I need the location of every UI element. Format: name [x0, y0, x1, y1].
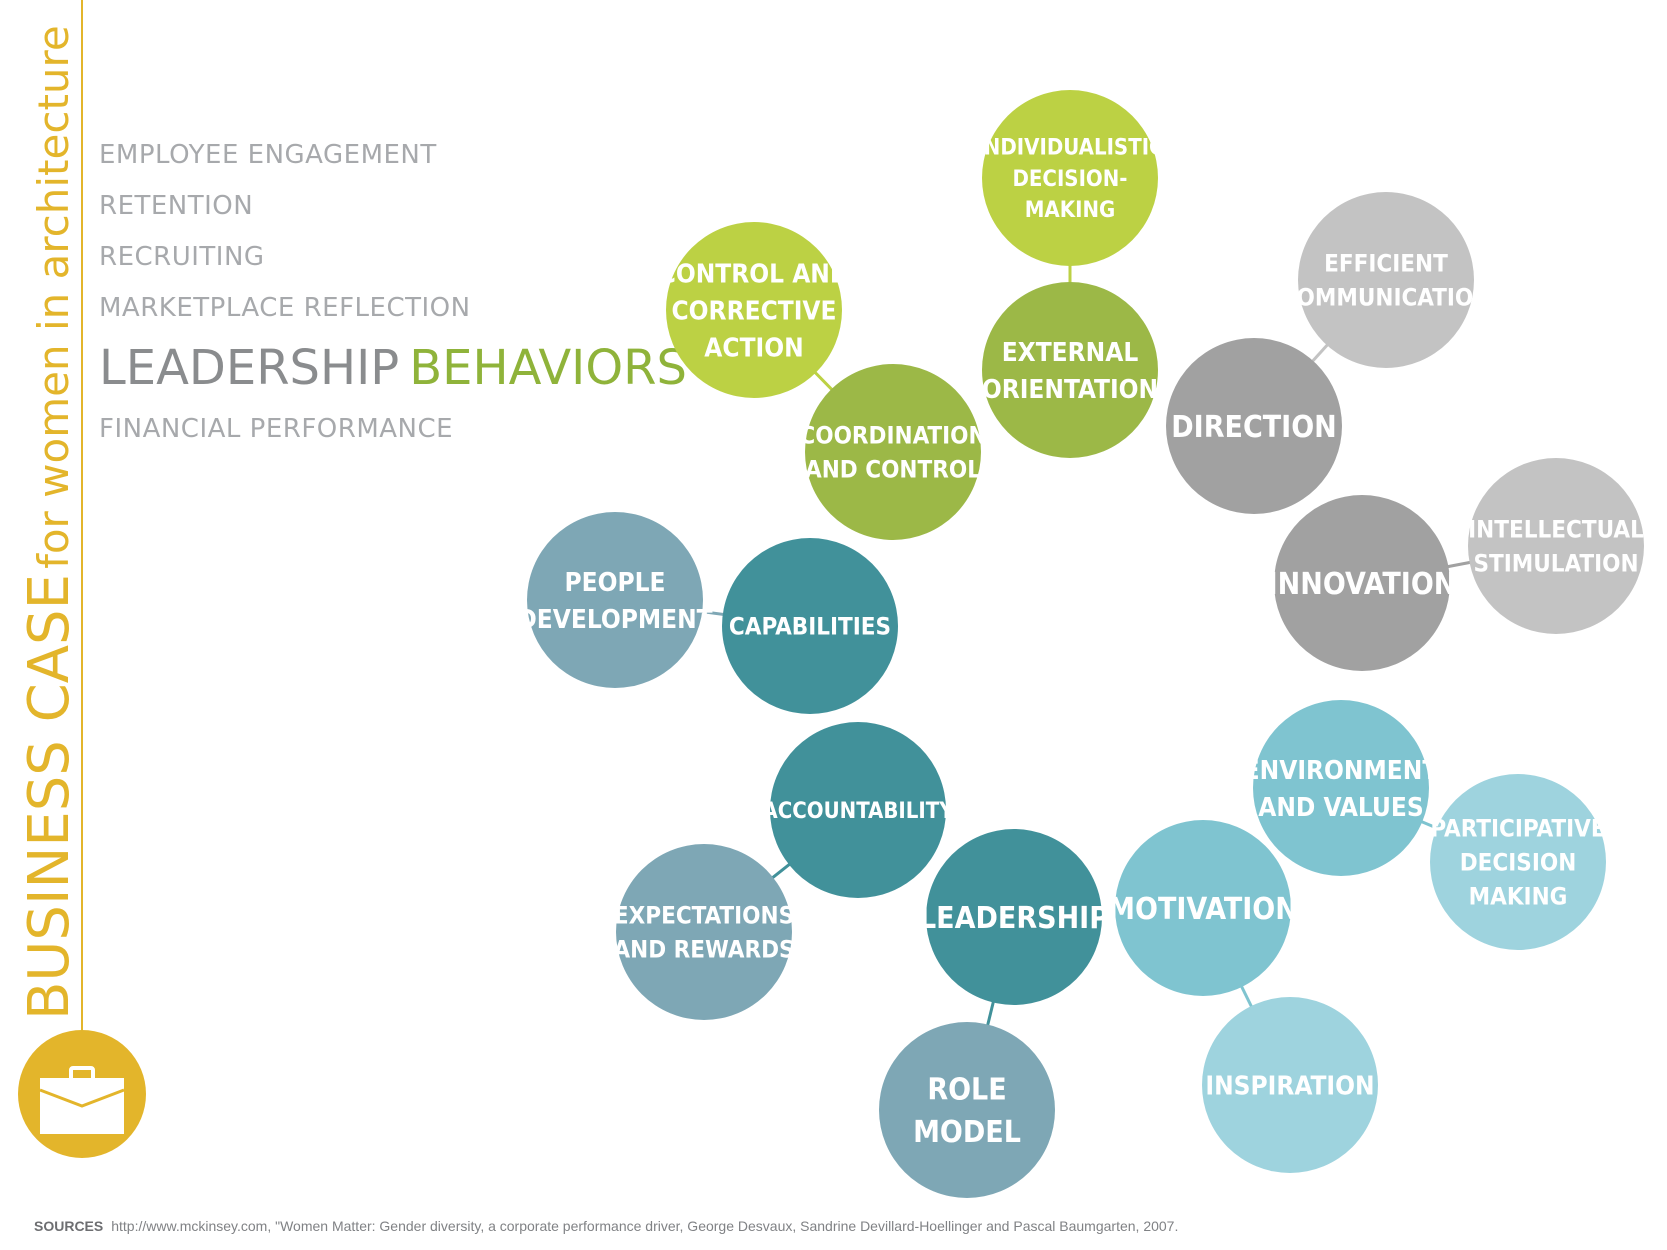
bubble-circle-accountability — [770, 722, 946, 898]
bubble-circle-motivation — [1115, 820, 1291, 996]
bubble-label-control: CORRECTIVE — [672, 296, 837, 326]
bubble-expectations: EXPECTATIONS AND REWARDS — [613, 844, 795, 1020]
menu-item-employee-engagement[interactable]: EMPLOYEE ENGAGEMENT — [99, 140, 437, 170]
bubble-intellectual: INTELLECTUAL STIMULATION — [1468, 458, 1644, 634]
bubble-label-capabilities: CAPABILITIES — [729, 613, 891, 641]
bubble-leadership: LEADERSHIP — [919, 829, 1109, 1005]
bubble-label-external: EXTERNAL — [1002, 338, 1139, 368]
bubble-circle-environment — [1253, 700, 1429, 876]
menu-item-leadership-behaviors[interactable]: LEADERSHIP BEHAVIORS — [99, 336, 687, 400]
bubble-circle-efficient — [1298, 192, 1474, 368]
bubble-circle-coordination — [805, 364, 981, 540]
bubble-label-expectations: AND REWARDS — [613, 936, 794, 964]
menu-active-label-part2: BEHAVIORS — [409, 340, 687, 396]
bubble-label-accountability: ACCOUNTABILITY — [762, 799, 954, 824]
bubble-circle-expectations — [616, 844, 792, 1020]
bubble-label-individualistic: MAKING — [1025, 198, 1116, 223]
bubble-accountability: ACCOUNTABILITY — [762, 722, 954, 898]
bubble-label-inspiration: INSPIRATION — [1205, 1071, 1374, 1101]
bubble-circle-individualistic — [982, 90, 1158, 266]
bubble-direction: DIRECTION — [1166, 338, 1342, 514]
bubble-label-people: PEOPLE — [564, 568, 665, 598]
bubble-label-intellectual: INTELLECTUAL — [1468, 516, 1644, 544]
bubble-circle-inspiration — [1202, 997, 1378, 1173]
bubble-label-role: ROLE — [927, 1073, 1006, 1108]
bubble-label-expectations: EXPECTATIONS — [614, 902, 794, 930]
bubble-label-innovation: INNOVATION — [1268, 567, 1457, 602]
bubble-circle-role — [879, 1022, 1055, 1198]
bubble-motivation: MOTIVATION — [1108, 820, 1298, 996]
bubble-label-participative: PARTICIPATIVE — [1430, 815, 1605, 843]
bubble-label-motivation: MOTIVATION — [1108, 892, 1298, 927]
bubble-control: CONTROL AND CORRECTIVE ACTION — [659, 222, 850, 398]
sources-footer: SOURCES http://www.mckinsey.com, "Women M… — [34, 1218, 1178, 1234]
bubble-circle-control — [666, 222, 842, 398]
bubble-circle-people — [527, 512, 703, 688]
bubble-circle-innovation — [1274, 495, 1450, 671]
bubble-external: EXTERNAL ORIENTATION — [982, 282, 1158, 458]
bubble-circle-capabilities — [722, 538, 898, 714]
bubble-circle-leadership — [926, 829, 1102, 1005]
bubble-label-environment: AND VALUES — [1258, 793, 1423, 823]
briefcase-icon — [39, 1066, 125, 1134]
bubble-label-environment: ENVIRONMENT — [1244, 756, 1439, 786]
bubble-individualistic: INDIVIDUALISTIC DECISION- MAKING — [976, 90, 1164, 266]
bubble-label-people: DEVELOPMENT — [517, 605, 712, 635]
bubble-efficient: EFFICIENT COMMUNICATION — [1281, 192, 1492, 368]
bubble-label-individualistic: DECISION- — [1012, 167, 1127, 192]
bubble-circle-participative — [1430, 774, 1606, 950]
bubble-label-leadership: LEADERSHIP — [919, 901, 1109, 936]
bubble-label-efficient: COMMUNICATION — [1281, 284, 1492, 312]
bubble-label-coordination: AND CONTROL — [805, 456, 981, 484]
menu-item-retention[interactable]: RETENTION — [99, 191, 254, 221]
bubble-people: PEOPLE DEVELOPMENT — [517, 512, 713, 688]
bubble-circle-direction — [1166, 338, 1342, 514]
bubble-label-role: MODEL — [913, 1115, 1021, 1150]
menu-item-recruiting[interactable]: RECRUITING — [99, 242, 265, 272]
bubble-label-external: ORIENTATION — [982, 375, 1158, 405]
bubble-label-control: ACTION — [704, 333, 803, 363]
bubble-label-control: CONTROL AND — [659, 259, 850, 289]
section-menu: EMPLOYEE ENGAGEMENT RETENTION RECRUITING MA… — [99, 130, 687, 455]
briefcase-badge — [18, 1030, 146, 1158]
bubble-role: ROLE MODEL — [879, 1022, 1055, 1198]
sources-text: http://www.mckinsey.com, "Women Matter: … — [111, 1218, 1179, 1234]
bubble-label-individualistic: INDIVIDUALISTIC — [976, 136, 1163, 161]
bubble-capabilities: CAPABILITIES — [722, 538, 898, 714]
menu-bottom-list: FINANCIAL PERFORMANCE — [99, 404, 687, 455]
bubble-inspiration: INSPIRATION — [1202, 997, 1378, 1173]
menu-top-list: EMPLOYEE ENGAGEMENT RETENTION RECRUITING MA… — [99, 130, 687, 334]
bubble-label-intellectual: STIMULATION — [1473, 550, 1638, 578]
bubble-innovation: INNOVATION — [1268, 495, 1457, 671]
bubble-participative: PARTICIPATIVE DECISION MAKING — [1430, 774, 1606, 950]
bubble-label-participative: MAKING — [1469, 883, 1568, 911]
sources-label: SOURCES — [34, 1218, 104, 1234]
bubble-circle-intellectual — [1468, 458, 1644, 634]
bubble-label-coordination: COORDINATION — [799, 422, 986, 450]
menu-item-marketplace-reflection[interactable]: MARKETPLACE REFLECTION — [99, 293, 471, 323]
bubble-circle-external — [982, 282, 1158, 458]
bubble-environment: ENVIRONMENT AND VALUES — [1244, 700, 1439, 876]
menu-item-financial-performance[interactable]: FINANCIAL PERFORMANCE — [99, 414, 454, 444]
bubble-label-direction: DIRECTION — [1171, 410, 1336, 445]
bubble-label-participative: DECISION — [1460, 849, 1577, 877]
sidebar-divider-line — [81, 0, 83, 1045]
bubble-coordination: COORDINATION AND CONTROL — [799, 364, 987, 540]
menu-active-label-part1: LEADERSHIP — [99, 340, 400, 396]
bubble-label-efficient: EFFICIENT — [1324, 250, 1448, 278]
